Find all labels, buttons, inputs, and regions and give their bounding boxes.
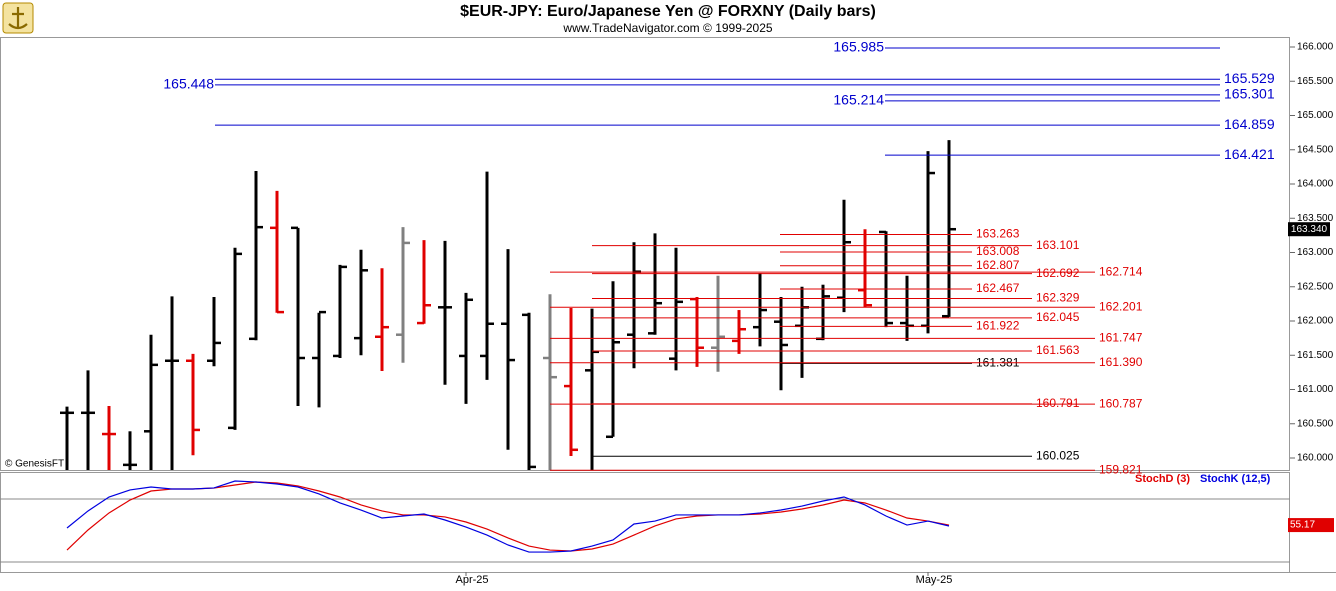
- level-label: 162.807: [976, 258, 1020, 272]
- last-price-box: [1288, 222, 1330, 237]
- stoch-line: [66, 480, 950, 553]
- level-label: 163.263: [976, 227, 1020, 241]
- level-label: 162.467: [976, 281, 1020, 295]
- logo: [2, 2, 34, 34]
- legend-entry: StochD (3): [1135, 473, 1190, 485]
- last-value-box: [1288, 518, 1334, 533]
- level-label: 159.821: [1099, 462, 1143, 476]
- level-label: 163.101: [1036, 238, 1080, 252]
- level-label: 162.045: [1036, 310, 1080, 324]
- y-tick-label: 165.500: [1297, 76, 1334, 87]
- y-tick-label: 162.000: [1297, 316, 1334, 327]
- axes: 160.000 160.500 161.000 161.500 162.000 162.5…: [455, 42, 1334, 586]
- y-tick-label: 165.000: [1297, 110, 1334, 121]
- level-label: 165.301: [1224, 86, 1275, 102]
- last-price-label: 163.340: [1291, 224, 1328, 235]
- level-label: 160.791: [1036, 396, 1080, 410]
- level-label: 161.747: [1099, 331, 1143, 345]
- level-label: 160.025: [1036, 448, 1080, 462]
- level-label: 164.421: [1224, 146, 1275, 162]
- level-label: 161.390: [1099, 355, 1143, 369]
- y-tick-label: 163.000: [1297, 247, 1334, 258]
- level-label: 162.692: [1036, 266, 1080, 280]
- y-tick-label: 160.500: [1297, 418, 1334, 429]
- chart-subtitle: www.TradeNavigator.com © 1999-2025: [562, 21, 772, 35]
- level-label: 165.214: [833, 92, 884, 108]
- last-value-label: 55.17: [1290, 520, 1315, 531]
- legend-entry: StochK (12,5): [1200, 473, 1271, 485]
- level-lines: 165.985 165.529 165.448 165.301 165.214 164.8…: [163, 39, 1274, 477]
- y-tick-label: 160.000: [1297, 453, 1334, 464]
- level-label: 165.448: [163, 76, 214, 92]
- y-tick-label: 164.500: [1297, 144, 1334, 155]
- watermark: © GenesisFT: [5, 459, 64, 470]
- x-tick-label: May-25: [916, 574, 953, 586]
- stoch-plot: [0, 480, 1290, 563]
- level-label: 160.787: [1099, 396, 1143, 410]
- level-label: 162.201: [1099, 299, 1143, 313]
- y-tick-label: 162.500: [1297, 281, 1334, 292]
- level-label: 163.008: [976, 244, 1020, 258]
- x-tick-label: Apr-25: [455, 574, 488, 586]
- y-tick-label: 164.000: [1297, 179, 1334, 190]
- y-tick-label: 166.000: [1297, 42, 1334, 53]
- level-label: 164.859: [1224, 116, 1275, 132]
- level-label: 161.563: [1036, 343, 1080, 357]
- y-tick-label: 161.500: [1297, 350, 1334, 361]
- level-label: 165.529: [1224, 70, 1275, 86]
- level-label: 162.329: [1036, 291, 1080, 305]
- level-label: 165.985: [833, 39, 884, 55]
- y-tick-label: 163.500: [1297, 213, 1334, 224]
- level-label: 162.714: [1099, 264, 1143, 278]
- chart-title: $EUR-JPY: Euro/Japanese Yen @ FORXNY (Da…: [460, 3, 876, 20]
- level-label: 161.922: [976, 319, 1020, 333]
- y-tick-label: 161.000: [1297, 384, 1334, 395]
